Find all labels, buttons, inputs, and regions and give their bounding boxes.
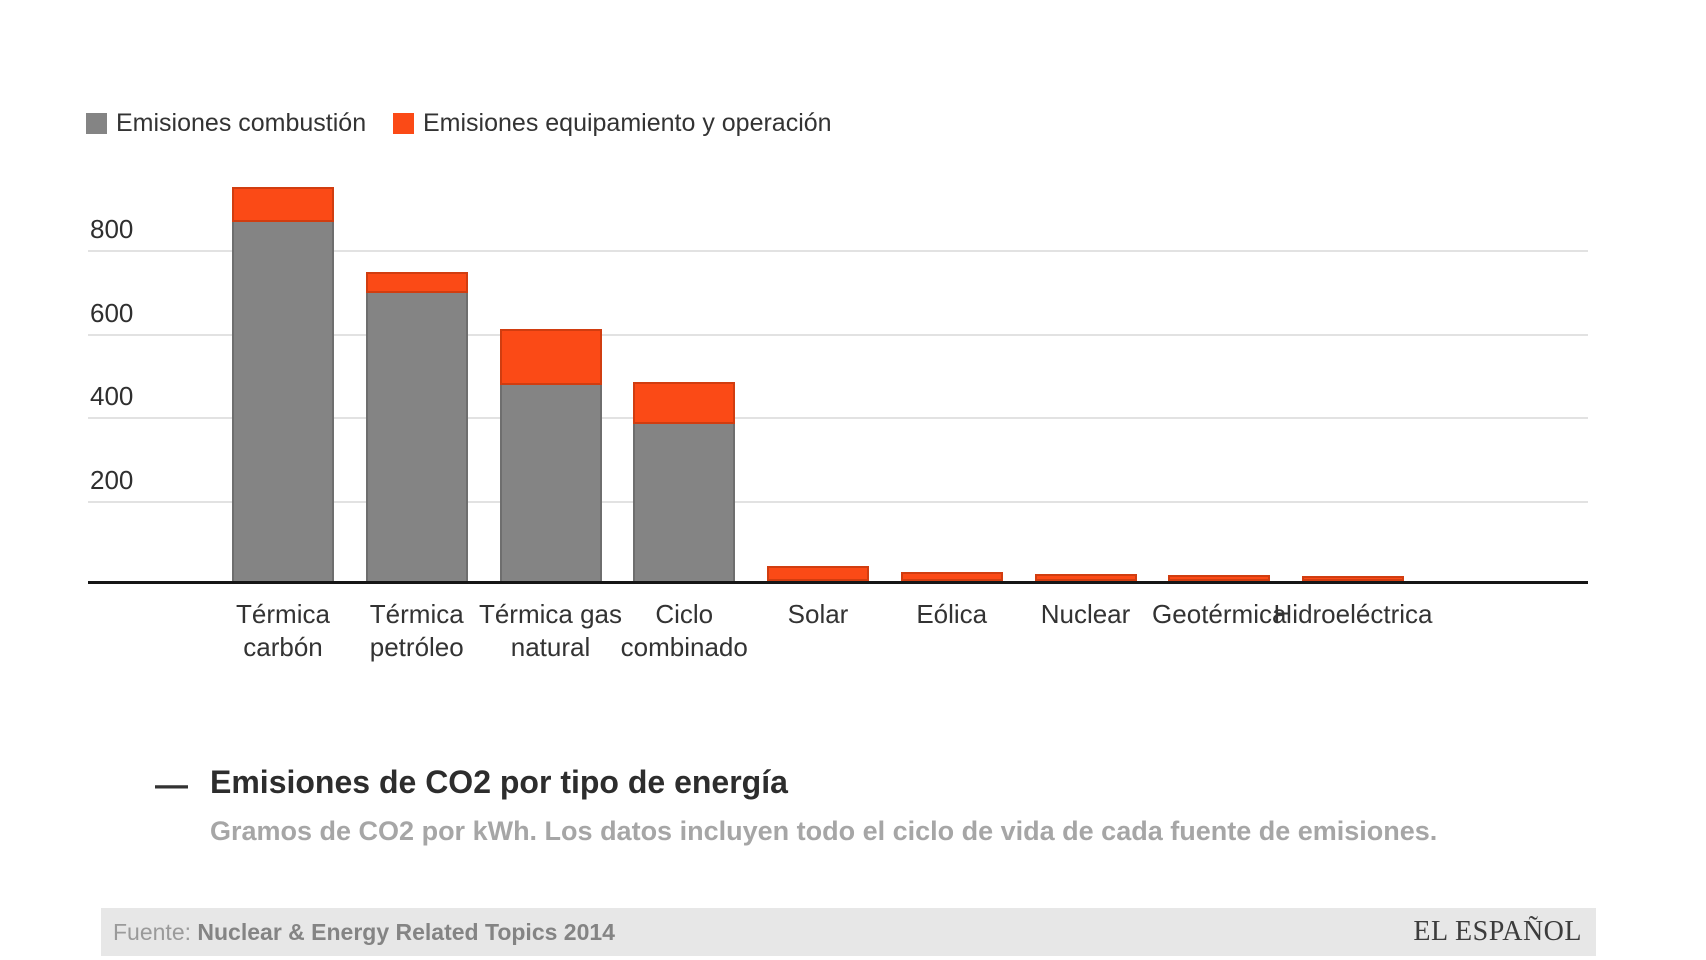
gridline-200 xyxy=(88,500,1588,503)
segment-equipment-0 xyxy=(232,187,334,222)
y-tick-label-200: 200 xyxy=(90,464,134,495)
legend-swatch-combustion xyxy=(86,112,107,134)
legend-item-combustion: Emisiones combustión xyxy=(86,108,367,137)
bar-eólica xyxy=(900,572,1003,581)
bar-nuclear xyxy=(1034,574,1137,581)
caption-dash: — xyxy=(155,766,188,803)
x-axis-label-eólica: Eólica xyxy=(916,599,988,629)
bar-térmica-carbón xyxy=(232,187,334,581)
x-axis-label-térmica-gas-natural: Térmica gas natural xyxy=(478,599,623,662)
segment-equipment-7 xyxy=(1168,575,1271,581)
gridline-600 xyxy=(88,333,1588,336)
legend-item-equipment: Emisiones equipamiento y operación xyxy=(393,108,832,137)
gridline-400 xyxy=(88,417,1588,419)
source-prefix: Fuente: xyxy=(113,918,191,945)
bar-geotérmica xyxy=(1168,575,1271,581)
bar-ciclo-combinado xyxy=(633,382,736,581)
bar-térmica-gas-natural xyxy=(499,329,602,581)
y-tick-label-400: 400 xyxy=(90,381,134,411)
legend-label-combustion: Emisiones combustión xyxy=(116,108,367,137)
legend-label-equipment: Emisiones equipamiento y operación xyxy=(423,108,832,137)
segment-combustion-2 xyxy=(499,385,602,581)
segment-equipment-6 xyxy=(1034,574,1137,581)
y-tick-label-600: 600 xyxy=(90,297,134,328)
x-axis-label-nuclear: Nuclear xyxy=(1040,599,1131,629)
x-axis-label-hidroeléctrica: Hidroeléctrica xyxy=(1273,599,1433,629)
bar-solar xyxy=(767,566,869,581)
segment-equipment-5 xyxy=(900,572,1003,581)
el-espanol-logo: EL ESPAÑOL xyxy=(1413,916,1582,947)
segment-combustion-1 xyxy=(365,293,468,581)
plot-area xyxy=(88,160,1588,584)
x-axis-label-térmica-carbón: Térmica carbón xyxy=(236,599,330,662)
source-name: Nuclear & Energy Related Topics 2014 xyxy=(197,918,615,945)
x-axis-label-térmica-petróleo: Térmica petróleo xyxy=(369,599,464,662)
y-tick-label-800: 800 xyxy=(90,214,134,244)
segment-equipment-2 xyxy=(499,329,602,385)
segment-combustion-3 xyxy=(633,424,736,581)
segment-equipment-4 xyxy=(767,566,869,581)
chart-title: Emisiones de CO2 por tipo de energía xyxy=(210,764,788,800)
segment-equipment-8 xyxy=(1302,576,1404,581)
segment-equipment-3 xyxy=(633,382,736,424)
gridline-800 xyxy=(88,250,1588,252)
x-axis-label-solar: Solar xyxy=(787,599,849,629)
x-axis-label-geotérmica: Geotérmica xyxy=(1152,599,1287,629)
chart-subtitle: Gramos de CO2 por kWh. Los datos incluye… xyxy=(210,816,1438,846)
bar-hidroeléctrica xyxy=(1302,576,1404,581)
bar-térmica-petróleo xyxy=(365,272,468,581)
source-text: Fuente: Nuclear & Energy Related Topics … xyxy=(113,919,615,946)
segment-equipment-1 xyxy=(365,272,468,293)
legend-swatch-equipment xyxy=(393,112,414,134)
segment-combustion-0 xyxy=(232,222,334,581)
x-axis-label-ciclo-combinado: Ciclo combinado xyxy=(620,599,748,662)
footer-bar: Fuente: Nuclear & Energy Related Topics … xyxy=(101,908,1596,956)
